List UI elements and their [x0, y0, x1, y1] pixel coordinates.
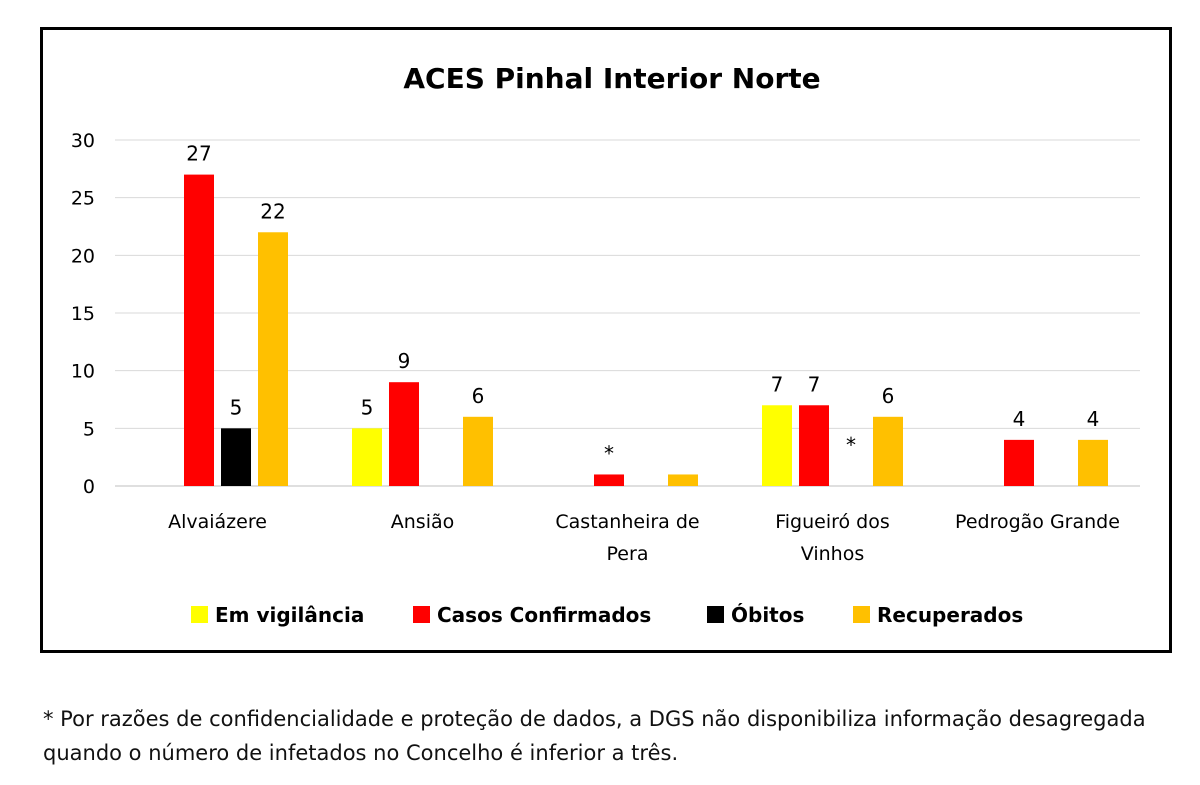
data-label: 9 [398, 349, 411, 373]
data-label: 6 [472, 384, 485, 408]
y-tick-label: 0 [83, 476, 95, 498]
y-tick-label: 5 [83, 418, 95, 440]
legend-label: Em vigilância [215, 603, 364, 627]
chart-frame: ACES Pinhal Interior Norte 0 5 10 15 20 25 30 … [40, 27, 1172, 653]
x-axis-categories: Alvaiázere Ansião Castanheira de Pera Figuei… [168, 511, 1120, 565]
bar [352, 428, 382, 486]
bar [1004, 439, 1034, 486]
data-label: 27 [186, 142, 211, 166]
bar [389, 382, 419, 486]
footnote: * Por razões de confidencialidade e prot… [43, 707, 1146, 765]
x-tick-label: Figueiró dos [775, 511, 890, 533]
legend-swatch [191, 606, 208, 623]
bars [184, 174, 1108, 486]
y-tick-label: 20 [71, 245, 95, 267]
legend-label: Óbitos [731, 603, 804, 627]
legend-label: Recuperados [877, 603, 1023, 627]
bar [184, 174, 214, 486]
chart-title: ACES Pinhal Interior Norte [403, 62, 820, 95]
bar [463, 416, 493, 486]
x-tick-label: Vinhos [801, 543, 864, 565]
bar [258, 232, 288, 486]
x-tick-label: Alvaiázere [168, 511, 267, 533]
bar-chart: ACES Pinhal Interior Norte 051015202530 … [71, 62, 1140, 627]
data-label: 5 [361, 395, 374, 419]
x-tick-label: Pedrogão Grande [955, 511, 1120, 533]
bar [762, 405, 792, 486]
x-tick-label: Pera [607, 543, 649, 565]
bar [1078, 439, 1108, 486]
y-tick-label: 10 [71, 361, 95, 383]
data-label: 22 [260, 199, 285, 223]
data-label: 6 [882, 384, 895, 408]
y-tick-label: 30 [71, 130, 95, 152]
bar [221, 428, 251, 486]
data-label: 7 [808, 372, 821, 396]
data-label: * [846, 433, 856, 457]
x-tick-label: Castanheira de [555, 511, 699, 533]
data-label: 4 [1087, 407, 1100, 431]
y-axis-ticks: 0 5 10 15 20 25 30 [71, 130, 95, 498]
y-tick-label: 15 [71, 303, 95, 325]
legend-label: Casos Confirmados [437, 603, 651, 627]
bar [594, 474, 624, 486]
data-label: 7 [771, 372, 784, 396]
bar [799, 405, 829, 486]
legend-swatch [707, 606, 724, 623]
y-tick-label: 25 [71, 188, 95, 210]
data-label: * [604, 441, 614, 465]
legend-swatch [413, 606, 430, 623]
data-label: 5 [230, 395, 243, 419]
bar [873, 416, 903, 486]
bar [668, 474, 698, 486]
data-label: 4 [1013, 407, 1026, 431]
x-tick-label: Ansião [391, 511, 455, 533]
legend-swatch [853, 606, 870, 623]
legend: Em vigilância Casos Confirmados Óbitos Recu… [191, 603, 1023, 627]
